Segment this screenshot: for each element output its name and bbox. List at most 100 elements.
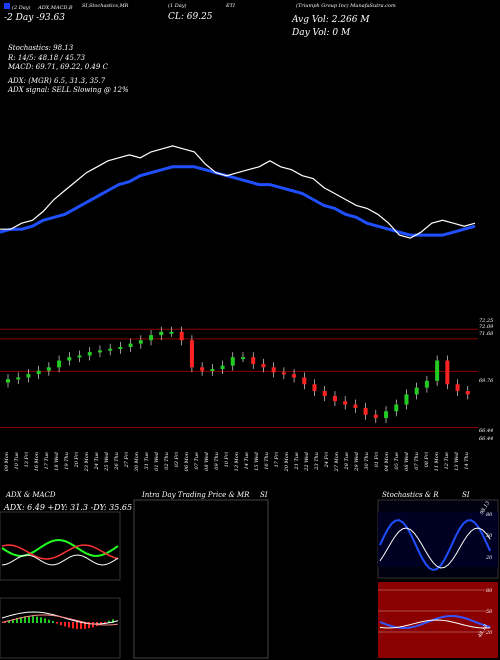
bottom-panels [0,499,499,659]
stoch-tick-20: 20 [486,555,493,561]
si-signal-line [379,619,491,629]
candle-body [322,391,327,397]
date-tick: 01 Wed [154,452,160,471]
day-vol-label: Day Vol: 0 M [292,28,351,38]
macd-hist-bar [40,617,42,623]
candle-body [128,343,133,347]
candle-body [6,379,10,383]
header-adx-label: ADX,MACD,B [38,5,73,11]
header-day-label: (1 Day) [168,3,187,9]
candle-body [332,396,337,402]
macd-hist-bar [72,622,74,629]
stoch-d-line [379,527,491,569]
intraday-panel [133,499,269,659]
date-tick: 07 Tue [194,452,200,470]
macd-panel [0,597,121,659]
candle-body [67,357,72,361]
price-level-2: 72.09 [479,324,494,330]
date-tick: 21 Tue [294,452,300,471]
macd-hist-bar [20,616,22,623]
macd-hist-bar [104,622,106,624]
macd-hist-bar [56,622,58,624]
date-tick: 20 Fri [74,452,80,469]
header-eti-label: ETI [226,3,235,9]
eti-line [0,145,476,239]
candle-body [189,340,194,368]
candle-body [394,404,399,412]
candle-body [230,357,235,366]
candle-body [57,360,62,368]
price-level-3: 71.68 [479,331,494,337]
candle-body [118,347,123,349]
candle-body [312,384,317,391]
macd-hist-bar [60,622,62,626]
candle-body [445,360,450,385]
candle-body [200,367,205,371]
avg-vol-label: Avg Vol: 2.266 M [292,15,370,25]
date-tick: 12 Tue [444,452,450,470]
candle-body [271,367,276,373]
date-tick: 08 Wed [204,452,210,471]
candle-body [281,372,286,375]
date-tick: 09 Thu [214,452,220,470]
date-tick: 19 Thu [64,452,70,470]
date-tick: 16 Mon [34,452,40,471]
adx-values: ADX: 6.49 +DY: 31.3 -DY: 35.65 [4,503,133,512]
adx-macd-title: ADX & MACD [6,491,56,499]
header-row1: (2 Day) ADX,MACD,B [4,3,73,11]
date-tick: 11 Mon [434,452,440,471]
macd-hist-bar [16,617,18,623]
candle-body [455,384,460,391]
date-tick: 17 Fri [274,452,280,468]
candle-body [138,340,143,344]
intraday-title: Intra Day Trading Price & MR [142,491,250,499]
macd-hist-bar [12,619,14,623]
date-tick: 05 Tue [394,452,400,470]
macd-hist-bar [76,622,78,629]
date-tick: 06 Mon [184,452,190,471]
date-tick: 10 Fri [224,452,230,468]
candle-body [384,411,389,419]
macd-hist-bar [84,622,86,629]
macd-hist-bar [112,619,114,623]
candle-body [404,394,409,405]
candle-body [179,331,184,341]
date-tick: 28 Tue [344,452,350,471]
header-period: (2 Day) [12,5,31,11]
date-tick: 13 Wed [454,452,460,471]
date-tick: 31 Tue [144,452,150,470]
date-tick: 08 Fri [424,452,430,468]
candle-body [241,357,245,360]
date-tick: 13 Fri [24,452,30,468]
candle-body [465,391,470,395]
candle-body [26,374,31,378]
candle-body [353,404,358,408]
candle-body [108,348,113,351]
macd-hist-bar [88,622,90,629]
date-tick: 15 Wed [254,452,260,471]
header-left-value: -2 Day -93.63 [4,13,65,23]
candle-body [46,367,51,371]
date-tick: 10 Tue [14,452,20,470]
candle-body [210,369,215,371]
si-tick-20: 20 [486,630,493,636]
candle-body [302,377,307,385]
macd-hist-bar [48,619,50,623]
candle-body [343,401,348,405]
date-axis: 09 Mon 10 Tue 13 Fri 16 Mon 17 Tue 18 Wed 19 T… [4,452,470,473]
candle-body [16,377,21,380]
candle-body [424,380,429,388]
adx-line: ADX: (MGR) 6.5, 31.3, 35.7 [8,77,106,85]
date-tick: 30 Mon [134,452,140,471]
date-tick: 27 Fri [124,452,130,469]
date-tick: 16 Thu [264,452,270,470]
price-level-6: 66.44 [479,436,494,442]
macd-hist-bar [92,622,94,628]
date-tick: 02 Thu [164,452,170,470]
close-label: CL: 69.25 [168,12,213,22]
candle-body [97,350,102,353]
macd-hist-bar [32,616,34,623]
date-tick: 06 Wed [404,452,410,471]
candle-body [149,335,154,341]
